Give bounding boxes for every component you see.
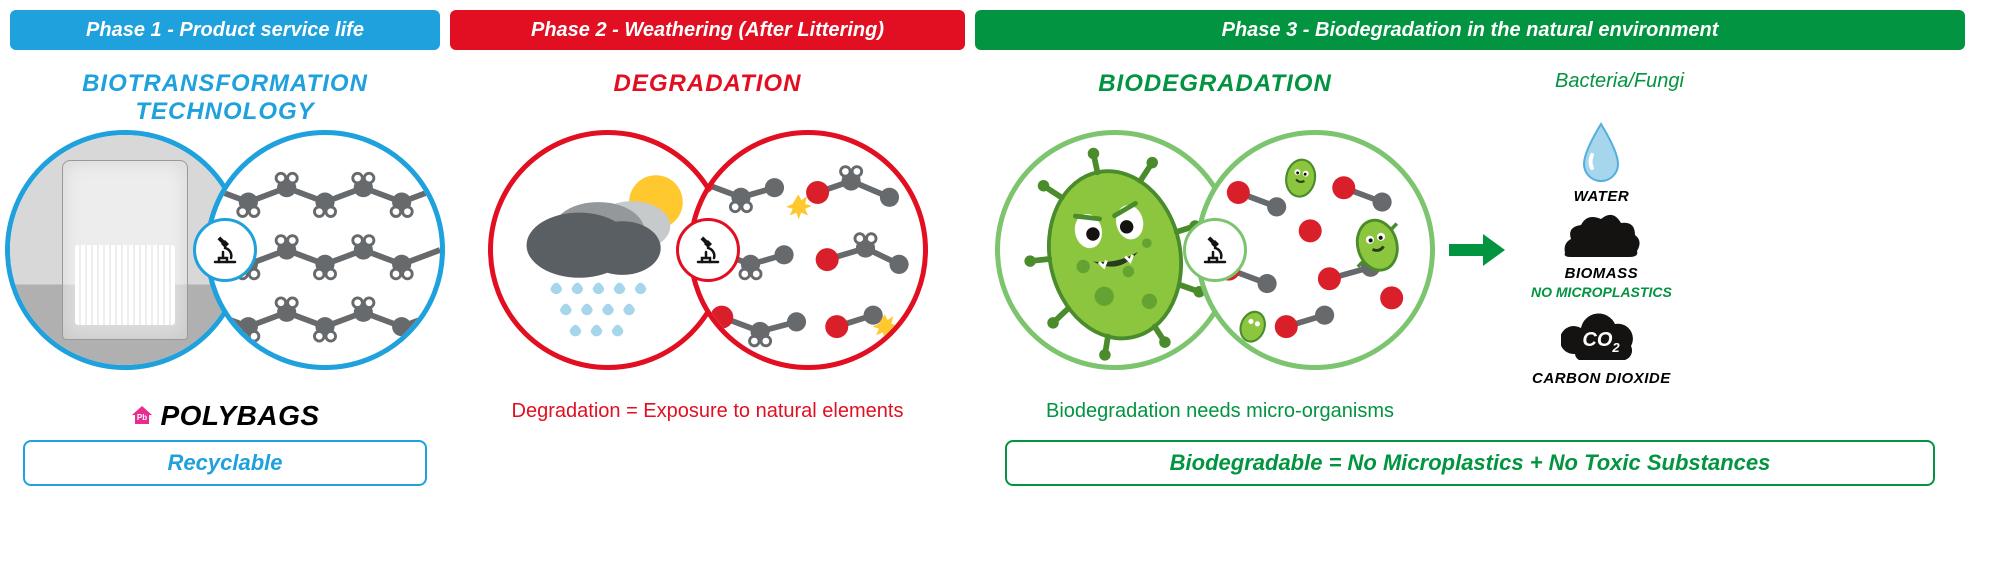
results-column: WATER BIOMASS NO MICROPLASTICS CO2 CARBO…: [1531, 120, 1672, 380]
microscope-icon: [1183, 218, 1247, 282]
polybag-icon: [62, 160, 189, 339]
microscope-icon: [676, 218, 740, 282]
phase-2-title: DEGRADATION: [614, 70, 802, 100]
phase-1-header: Phase 1 - Product service life: [10, 10, 440, 50]
polybags-logo: Pb POLYBAGS: [130, 400, 319, 426]
bacteria-fungi-label: Bacteria/Fungi: [1555, 70, 1684, 92]
phase-3-title: BIODEGRADATION: [1098, 70, 1332, 100]
phase-2: Phase 2 - Weathering (After Littering) D…: [450, 10, 965, 551]
phase-1: Phase 1 - Product service life BIOTRANSF…: [10, 10, 440, 551]
result-water: WATER: [1574, 120, 1630, 205]
phase-3-circles: [995, 130, 1435, 370]
biomass-icon: [1559, 211, 1643, 261]
arrow-icon: [1447, 232, 1507, 268]
phase-3-footer: Biodegradable = No Microplastics + No To…: [1005, 440, 1936, 486]
phase-1-title: BIOTRANSFORMATION TECHNOLOGY: [10, 70, 440, 100]
biomass-sublabel: NO MICROPLASTICS: [1531, 284, 1672, 300]
house-icon: Pb: [130, 404, 154, 428]
svg-text:Pb: Pb: [137, 413, 147, 422]
polybags-label: POLYBAGS: [160, 400, 319, 432]
biomass-label: BIOMASS: [1565, 265, 1639, 282]
water-label: WATER: [1574, 188, 1630, 205]
co2-cloud-icon: CO2: [1561, 306, 1641, 366]
phase-2-header: Phase 2 - Weathering (After Littering): [450, 10, 965, 50]
co2-label: CARBON DIOXIDE: [1532, 370, 1671, 387]
phase-1-circles: [5, 130, 445, 370]
phase-2-circles: [488, 130, 928, 370]
result-co2: CO2 CARBON DIOXIDE: [1532, 306, 1671, 387]
phase-3-header: Phase 3 - Biodegradation in the natural …: [975, 10, 1965, 50]
phase-3-caption: Biodegradation needs micro-organisms: [975, 400, 1465, 426]
water-drop-icon: [1574, 120, 1628, 184]
phase-3: Phase 3 - Biodegradation in the natural …: [975, 10, 1965, 551]
phase-2-caption: Degradation = Exposure to natural elemen…: [512, 400, 904, 426]
microscope-icon: [193, 218, 257, 282]
phase-1-footer: Recyclable: [23, 440, 427, 486]
result-biomass: BIOMASS NO MICROPLASTICS: [1531, 211, 1672, 300]
